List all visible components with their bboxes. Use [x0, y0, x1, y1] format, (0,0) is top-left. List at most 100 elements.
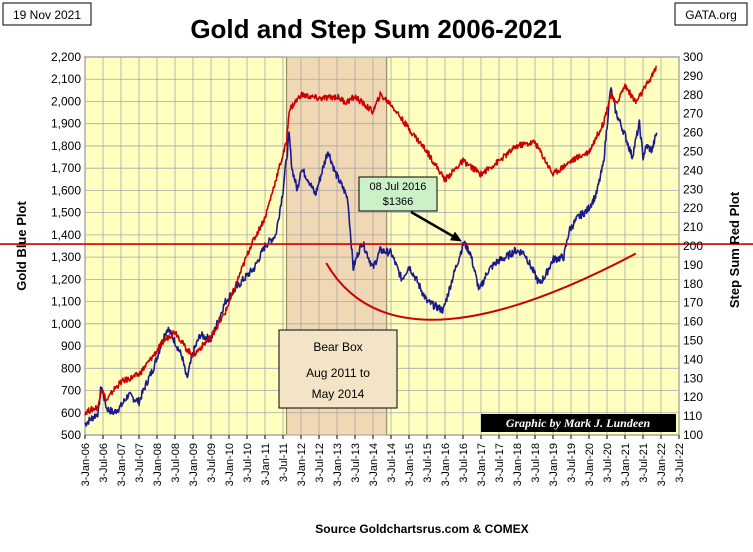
x-tick-label: 3-Jan-11	[260, 443, 272, 486]
x-tick-label: 3-Jul-15	[422, 443, 434, 483]
y-left-tick-label: 700	[61, 384, 81, 398]
x-tick-label: 3-Jan-06	[80, 443, 92, 486]
x-tick-label: 3-Jan-20	[584, 443, 596, 486]
x-tick-label: 3-Jul-12	[314, 443, 326, 483]
bear-box-label-end: May 2014	[312, 387, 365, 401]
y-left-tick-label: 1,100	[51, 295, 81, 309]
x-tick-label: 3-Jan-13	[332, 443, 344, 486]
x-tick-label: 3-Jul-22	[674, 443, 686, 483]
right-axis-ticks: 100 110 120 130 140 150 160 170 180 190 200 210 220 2…	[683, 50, 703, 442]
y-right-tick-label: 190	[683, 258, 703, 272]
y-right-tick-label: 120	[683, 390, 703, 404]
x-tick-label: 3-Jul-10	[242, 443, 254, 483]
y-left-tick-label: 1,900	[51, 117, 81, 131]
y-left-tick-label: 1,400	[51, 228, 81, 242]
x-tick-label: 3-Jan-09	[188, 443, 200, 486]
x-tick-label: 3-Jan-21	[620, 443, 632, 486]
credit-label: Graphic by Mark J. Lundeen	[506, 416, 651, 430]
y-left-tick-label: 600	[61, 406, 81, 420]
y-right-tick-label: 220	[683, 201, 703, 215]
chart-title: Gold and Step Sum 2006-2021	[190, 14, 561, 44]
annotation-arrow	[410, 210, 456, 239]
y-left-tick-label: 1,000	[51, 317, 81, 331]
right-axis-label: Step Sum Red Plot	[727, 191, 742, 308]
x-tick-label: 3-Jan-07	[116, 443, 128, 486]
x-tick-label: 3-Jan-19	[548, 443, 560, 486]
series-layer	[0, 65, 753, 427]
y-right-tick-label: 150	[683, 334, 703, 348]
annotation-box	[358, 176, 438, 212]
y-right-tick-label: 270	[683, 107, 703, 121]
x-axis-label: Source Goldchartsrus.com & COMEX	[315, 522, 528, 536]
x-tick-label: 3-Jul-06	[98, 443, 110, 483]
y-left-tick-label: 1,300	[51, 250, 81, 264]
x-tick-label: 3-Jul-14	[386, 443, 398, 483]
x-tick-label: 3-Jul-11	[278, 443, 290, 482]
left-axis-label: Gold Blue Plot	[14, 201, 29, 291]
y-right-tick-label: 290	[683, 69, 703, 83]
y-left-tick-label: 1,200	[51, 272, 81, 286]
y-right-tick-label: 230	[683, 182, 703, 196]
x-tick-label: 3-Jan-17	[476, 443, 488, 486]
x-tick-label: 3-Jan-15	[404, 443, 416, 486]
y-right-tick-label: 170	[683, 296, 703, 310]
y-right-tick-label: 300	[683, 50, 703, 64]
y-right-tick-label: 110	[683, 409, 702, 423]
y-right-tick-label: 260	[683, 126, 703, 140]
site-box	[674, 2, 748, 26]
x-tick-label: 3-Jul-08	[170, 443, 182, 483]
y-right-tick-label: 180	[683, 277, 703, 291]
site-label: GATA.org	[685, 8, 737, 22]
annotation-arrowhead	[449, 231, 462, 242]
bear-box-label-start: Aug 2011 to	[306, 366, 370, 380]
y-left-tick-label: 1,700	[51, 161, 81, 175]
annotation-date: 08 Jul 2016	[370, 181, 427, 193]
y-right-tick-label: 280	[683, 88, 703, 102]
credit-box	[481, 414, 676, 432]
series-line-gold	[84, 87, 658, 427]
x-tick-label: 3-Jan-22	[656, 443, 668, 486]
x-tick-label: 3-Jan-10	[224, 443, 236, 486]
y-left-tick-label: 500	[61, 428, 81, 442]
x-tick-label: 3-Jul-18	[530, 443, 542, 483]
x-tick-label: 3-Jul-13	[350, 443, 362, 483]
x-tick-label: 3-Jan-14	[368, 443, 380, 486]
x-tick-label: 3-Jul-21	[638, 443, 650, 483]
y-left-tick-label: 1,500	[51, 206, 81, 220]
date-label: 19 Nov 2021	[13, 8, 81, 22]
y-right-tick-label: 100	[683, 428, 703, 442]
bear-box-label-box	[278, 329, 398, 409]
x-tick-label: 3-Jan-18	[512, 443, 524, 486]
x-tick-label: 3-Jan-12	[296, 443, 308, 486]
y-left-tick-label: 1,800	[51, 139, 81, 153]
x-tick-label: 3-Jul-09	[206, 443, 218, 483]
x-tick-label: 3-Jan-16	[440, 443, 452, 486]
y-right-tick-label: 140	[683, 352, 703, 366]
y-left-tick-label: 1,600	[51, 183, 81, 197]
y-right-tick-label: 130	[683, 371, 703, 385]
trend-curve	[325, 252, 637, 321]
y-left-tick-label: 2,200	[51, 50, 81, 64]
series-line-step-sum	[84, 65, 657, 416]
date-box	[2, 2, 92, 26]
annotation-price: $1366	[383, 196, 414, 208]
x-tick-label: 3-Jul-07	[134, 443, 146, 483]
x-tick-label: 3-Jul-16	[458, 443, 470, 483]
y-left-tick-label: 2,100	[51, 72, 81, 86]
x-tick-label: 3-Jul-17	[494, 443, 506, 483]
y-right-tick-label: 200	[683, 239, 703, 253]
x-tick-label: 3-Jul-19	[566, 443, 578, 483]
y-left-tick-label: 2,000	[51, 94, 81, 108]
y-right-tick-label: 210	[683, 220, 703, 234]
y-left-tick-label: 900	[61, 339, 81, 353]
y-right-tick-label: 160	[683, 315, 703, 329]
x-tick-label: 3-Jul-20	[602, 443, 614, 483]
y-right-tick-label: 250	[683, 145, 703, 159]
x-axis-ticks: 3-Jan-06 3-Jul-06 3-Jan-07 3-Jul-07 3-Jan-08…	[80, 435, 686, 486]
bear-box-label-title: Bear Box	[313, 340, 362, 354]
y-left-tick-label: 800	[61, 361, 81, 375]
x-tick-label: 3-Jan-08	[152, 443, 164, 486]
y-right-tick-label: 240	[683, 163, 703, 177]
